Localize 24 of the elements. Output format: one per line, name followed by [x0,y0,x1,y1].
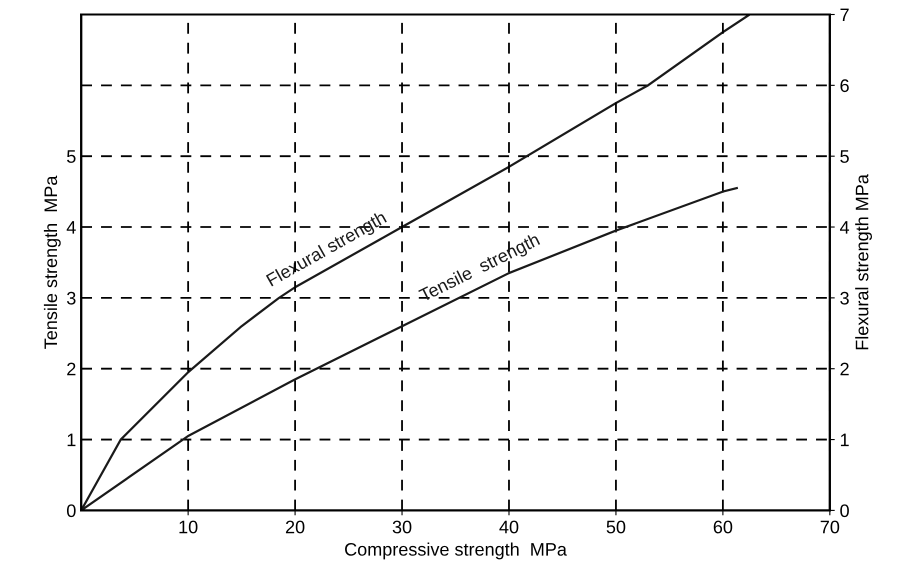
x-axis-title: Compressive strength MPa [345,542,567,560]
y2-tick-label: 1 [840,434,849,446]
y2-tick-label: 6 [840,79,849,92]
y-tick-label: 1 [68,434,76,446]
y2-axis-title: Flexural strength MPa [855,174,872,350]
y-tick-label: 0 [66,504,76,518]
x-tick-label: 40 [499,520,518,534]
y2-tick-label: 4 [840,221,850,234]
y-tick-label: 5 [67,150,76,163]
y2-tick-label: 7 [840,8,849,22]
x-tick-label: 70 [820,520,840,534]
x-tick-label: 60 [714,520,732,534]
y-tick-label: 2 [67,362,76,376]
x-tick-label: 20 [286,520,304,534]
y-axis-title: Tensile strength MPa [44,176,61,349]
y2-tick-label: 0 [840,504,849,518]
y2-tick-label: 2 [840,362,849,376]
y2-tick-label: 3 [840,292,849,305]
y-tick-label: 3 [66,292,76,305]
y-tick-label: 4 [66,221,76,234]
y2-tick-label: 5 [840,150,849,163]
x-tick-label: 50 [606,520,626,534]
x-tick-label: 30 [392,520,412,534]
x-tick-label: 10 [179,520,198,534]
